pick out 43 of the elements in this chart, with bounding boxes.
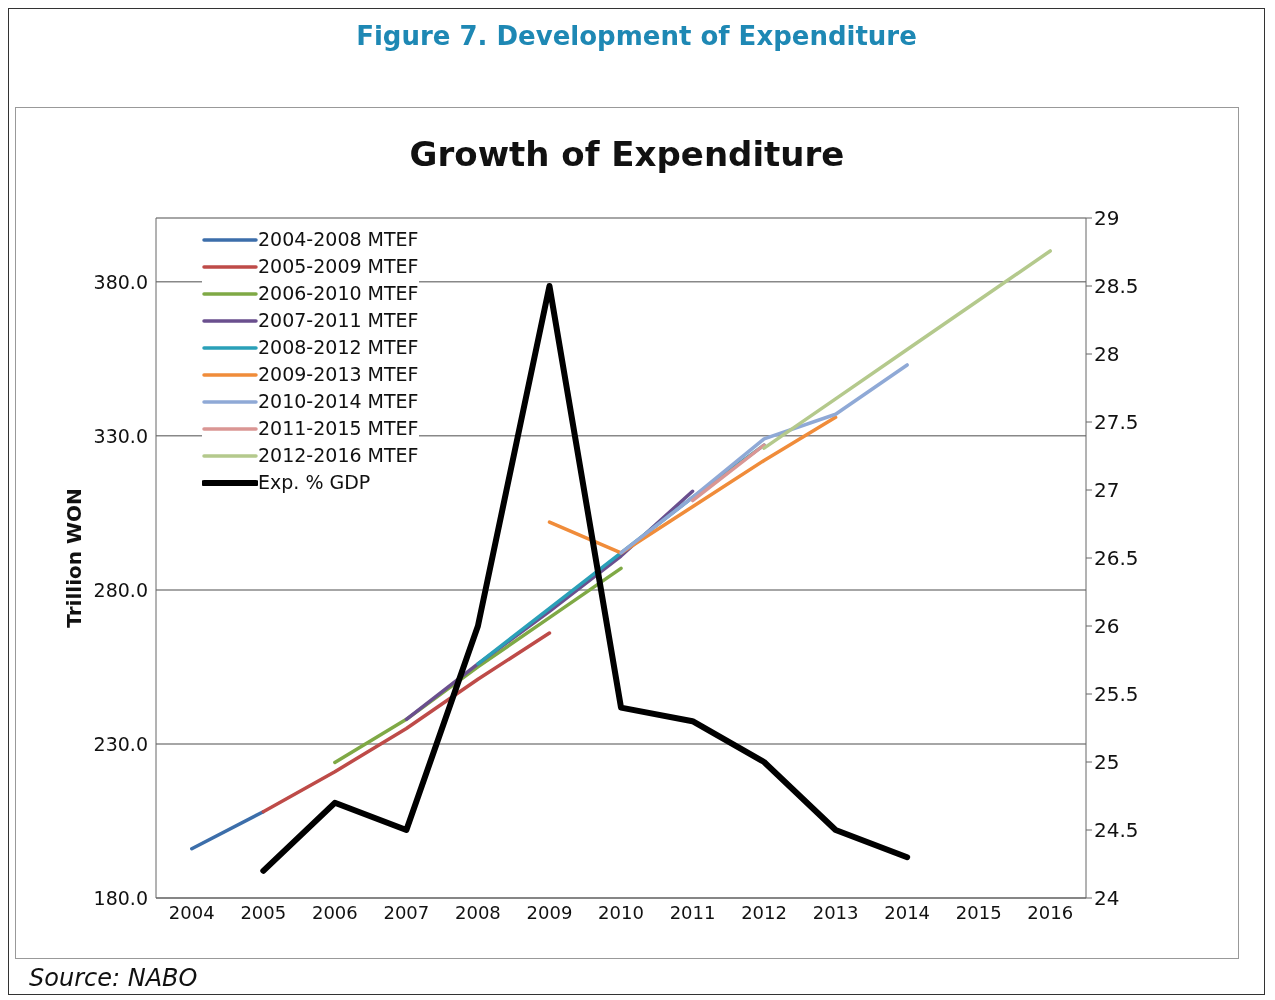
- x-tick-label: 2007: [383, 901, 430, 923]
- x-tick-label: 2004: [168, 901, 215, 923]
- y2-tick-label: 26.5: [1094, 546, 1139, 571]
- source-note: Source: NABO: [29, 964, 198, 992]
- legend-label: 2006-2010 MTEF: [258, 281, 419, 306]
- legend-label: 2011-2015 MTEF: [258, 416, 419, 441]
- chart-subtitle: Growth of Expenditure: [408, 134, 846, 174]
- y-tick-label: 280.0: [93, 578, 148, 601]
- legend-label: Exp. % GDP: [258, 470, 371, 495]
- y2-tick-label: 28.5: [1094, 274, 1139, 299]
- legend-label: 2004-2008 MTEF: [258, 227, 419, 252]
- x-tick-label: 2009: [526, 901, 573, 923]
- y2-tick-label: 24: [1094, 886, 1120, 911]
- y-tick-label: 380.0: [93, 270, 148, 293]
- legend-label: 2005-2009 MTEF: [258, 254, 419, 279]
- x-tick-label: 2013: [812, 901, 859, 923]
- legend-label: 2009-2013 MTEF: [258, 362, 419, 387]
- y2-tick-label: 24.5: [1094, 818, 1139, 843]
- x-tick-label: 2014: [884, 901, 931, 923]
- y2-tick-label: 29: [1094, 206, 1120, 231]
- x-tick-label: 2006: [311, 901, 358, 923]
- x-tick-label: 2012: [741, 901, 787, 923]
- y2-tick-label: 27: [1094, 478, 1120, 503]
- x-tick-label: 2008: [455, 901, 501, 923]
- x-tick-label: 2010: [598, 901, 644, 923]
- y2-tick-label: 25.5: [1094, 682, 1139, 707]
- legend-label: 2008-2012 MTEF: [258, 335, 419, 360]
- x-tick-label: 2016: [1027, 901, 1074, 923]
- x-tick-label: 2011: [669, 901, 716, 923]
- y-axis-title: Trillion WON: [62, 488, 87, 628]
- y2-tick-label: 27.5: [1094, 410, 1139, 435]
- chart-title: Figure 7. Development of Expenditure: [355, 21, 918, 51]
- y2-tick-label: 25: [1094, 750, 1120, 775]
- legend-label: 2007-2011 MTEF: [258, 308, 419, 333]
- legend-label: 2012-2016 MTEF: [258, 443, 419, 468]
- x-tick-label: 2015: [955, 901, 1002, 923]
- y-tick-label: 180.0: [93, 886, 148, 909]
- legend-label: 2010-2014 MTEF: [258, 389, 419, 414]
- y2-tick-label: 26: [1094, 614, 1120, 639]
- y2-tick-label: 28: [1094, 342, 1120, 367]
- y-tick-label: 230.0: [93, 732, 148, 755]
- y-tick-label: 330.0: [93, 424, 148, 447]
- x-tick-label: 2005: [240, 901, 287, 923]
